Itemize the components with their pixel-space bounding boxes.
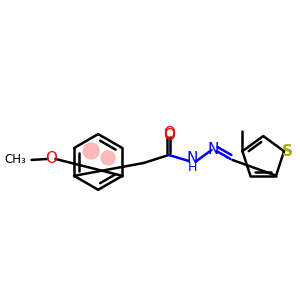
- Text: H: H: [188, 161, 197, 174]
- Text: N: N: [208, 142, 219, 158]
- Text: N: N: [187, 152, 198, 166]
- Text: O: O: [163, 126, 175, 141]
- Circle shape: [83, 143, 99, 159]
- Text: S: S: [281, 144, 292, 159]
- Text: CH₃: CH₃: [5, 153, 27, 167]
- Circle shape: [101, 151, 115, 165]
- Text: O: O: [46, 152, 58, 166]
- Text: O: O: [163, 128, 175, 142]
